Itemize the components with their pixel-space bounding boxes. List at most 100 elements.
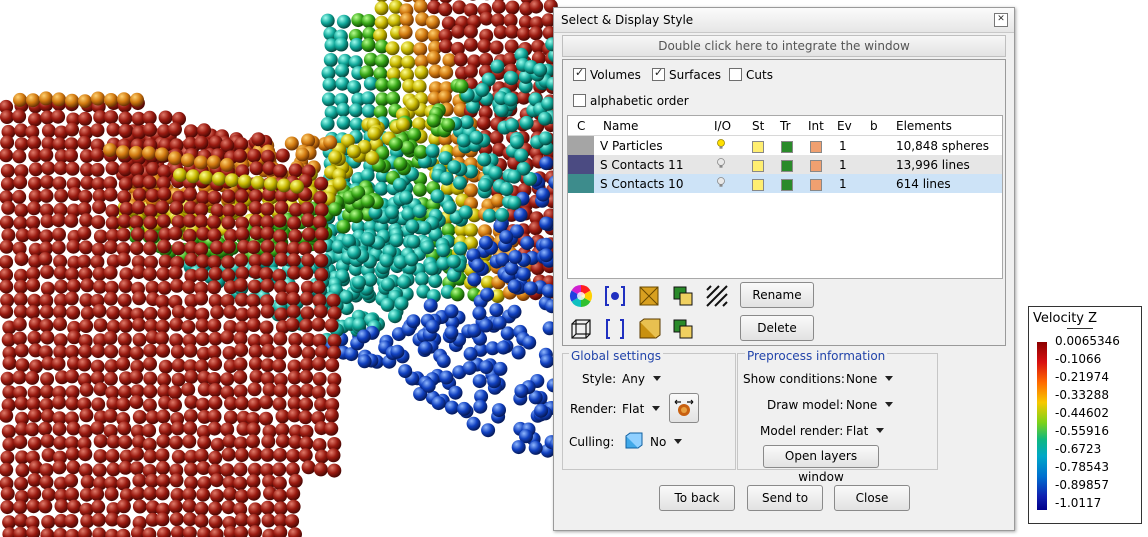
layer-elements: 614 lines	[896, 177, 951, 191]
lightbulb-on-icon[interactable]	[717, 139, 725, 149]
checkbox-icon[interactable]	[573, 66, 586, 81]
checkbox-icon[interactable]	[652, 66, 665, 81]
select-entity-icon[interactable]	[603, 284, 627, 308]
legend-tick: -0.44602	[1055, 406, 1109, 420]
transparency-icon[interactable]	[781, 141, 793, 153]
layer-color-swatch[interactable]	[568, 174, 594, 193]
lightbulb-off-icon[interactable]	[717, 177, 725, 187]
style-icon[interactable]	[752, 179, 764, 191]
send-to-button[interactable]: Send to	[747, 485, 823, 511]
lightbulb-off-icon[interactable]	[717, 158, 725, 168]
color-wheel-icon[interactable]	[569, 284, 593, 308]
interior-color-icon[interactable]	[810, 160, 822, 172]
culling-label: Culling:	[569, 435, 615, 449]
checkbox-icon[interactable]	[729, 68, 742, 81]
style-label: Style:	[582, 372, 617, 386]
style-icon[interactable]	[752, 160, 764, 172]
style-icon[interactable]	[752, 141, 764, 153]
dialog-title: Select & Display Style	[561, 13, 694, 27]
layer-name: S Contacts 11	[600, 158, 684, 172]
global-settings-legend: Global settings	[569, 349, 663, 363]
surfaces-checkbox[interactable]: Surfaces	[652, 66, 721, 82]
chevron-down-icon	[674, 439, 683, 444]
render-label: Render:	[570, 402, 617, 416]
layer-ev: 1	[839, 139, 847, 153]
col-ev[interactable]: Ev	[837, 119, 852, 133]
render-dropdown[interactable]: Flat	[622, 402, 661, 416]
layer-ev: 1	[839, 177, 847, 191]
transparency-icon[interactable]	[781, 179, 793, 191]
col-name[interactable]: Name	[603, 119, 639, 133]
legend-tick: 0.0065346	[1055, 334, 1120, 348]
model-render-label: Model render:	[760, 424, 844, 438]
table-row[interactable]: S Contacts 10 1 614 lines	[568, 174, 1002, 193]
volumes-label: Volumes	[590, 68, 641, 82]
chevron-down-icon	[652, 406, 661, 411]
col-c[interactable]: C	[577, 119, 586, 133]
model-render-dropdown[interactable]: Flat	[846, 424, 885, 438]
checkbox-icon[interactable]	[573, 94, 586, 107]
col-io[interactable]: I/O	[714, 119, 732, 133]
hatch-pattern-icon[interactable]	[705, 284, 729, 308]
layer-color-swatch[interactable]	[568, 136, 594, 155]
render-value: Flat	[622, 402, 645, 416]
interior-color-icon[interactable]	[810, 179, 822, 191]
layer-ev: 1	[839, 158, 847, 172]
layer-color-swatch[interactable]	[568, 155, 594, 174]
close-button[interactable]: Close	[834, 485, 910, 511]
render-mode-button[interactable]	[669, 393, 699, 423]
col-b[interactable]: b	[870, 119, 878, 133]
alphabetic-order-checkbox[interactable]: alphabetic order	[573, 94, 689, 108]
integrate-window-bar[interactable]: Double click here to integrate the windo…	[562, 35, 1006, 57]
open-layers-window-button[interactable]: Open layers window	[763, 445, 879, 484]
cuts-checkbox[interactable]: Cuts	[729, 68, 773, 82]
solid-cube-icon[interactable]	[637, 317, 661, 341]
transparency-icon[interactable]	[781, 160, 793, 172]
table-row[interactable]: V Particles 1 10,848 spheres	[568, 136, 1002, 155]
show-conditions-label: Show conditions:	[743, 372, 845, 386]
volumes-checkbox[interactable]: Volumes	[573, 66, 641, 82]
col-elements[interactable]: Elements	[896, 119, 952, 133]
interior-color-icon[interactable]	[810, 141, 822, 153]
legend-tick: -0.78543	[1055, 460, 1109, 474]
empty-brackets-icon[interactable]	[603, 317, 627, 341]
table-row[interactable]: S Contacts 11 1 13,996 lines	[568, 155, 1002, 174]
legend-tick: -0.55916	[1055, 424, 1109, 438]
render-mode-icon	[674, 399, 694, 416]
show-conditions-dropdown[interactable]: None	[846, 372, 894, 386]
culling-value: No	[650, 435, 667, 449]
velocity-color-legend: Velocity Z 0.0065346 -0.1066 -0.21974 -0…	[1028, 306, 1142, 524]
rename-button[interactable]: Rename	[740, 282, 814, 308]
culling-cube-icon	[625, 432, 643, 449]
draw-model-value: None	[846, 398, 878, 412]
preprocess-info-legend: Preprocess information	[745, 349, 888, 363]
legend-tick: -0.33288	[1055, 388, 1109, 402]
wireframe-cube-icon[interactable]	[569, 317, 593, 341]
legend-tick: -0.21974	[1055, 370, 1109, 384]
cube-render-icon[interactable]	[637, 284, 661, 308]
layers-panel: Volumes Surfaces Cuts alphabetic order C…	[562, 59, 1006, 346]
surfaces-label: Surfaces	[669, 68, 721, 82]
dialog-titlebar[interactable]: Select & Display Style ✕	[554, 8, 1014, 33]
layers-list[interactable]: C Name I/O St Tr Int Ev b Elements V Par…	[567, 115, 1003, 279]
legend-title: Velocity Z	[1033, 311, 1098, 326]
to-back-button[interactable]: To back	[659, 485, 735, 511]
select-display-style-dialog: Select & Display Style ✕ Double click he…	[553, 7, 1015, 531]
chevron-down-icon	[885, 402, 894, 407]
col-tr[interactable]: Tr	[780, 119, 791, 133]
layers-overlap-icon[interactable]	[671, 284, 695, 308]
delete-button[interactable]: Delete	[740, 315, 814, 341]
style-dropdown[interactable]: Any	[622, 372, 661, 386]
legend-tick: -0.6723	[1055, 442, 1102, 456]
chevron-down-icon	[885, 376, 894, 381]
close-icon[interactable]: ✕	[994, 13, 1008, 27]
col-st[interactable]: St	[752, 119, 765, 133]
col-int[interactable]: Int	[808, 119, 824, 133]
show-conditions-value: None	[846, 372, 878, 386]
draw-model-dropdown[interactable]: None	[846, 398, 894, 412]
culling-dropdown[interactable]: No	[650, 435, 683, 449]
layers-stack-icon[interactable]	[671, 317, 695, 341]
draw-model-label: Draw model:	[767, 398, 844, 412]
layer-elements: 13,996 lines	[896, 158, 970, 172]
